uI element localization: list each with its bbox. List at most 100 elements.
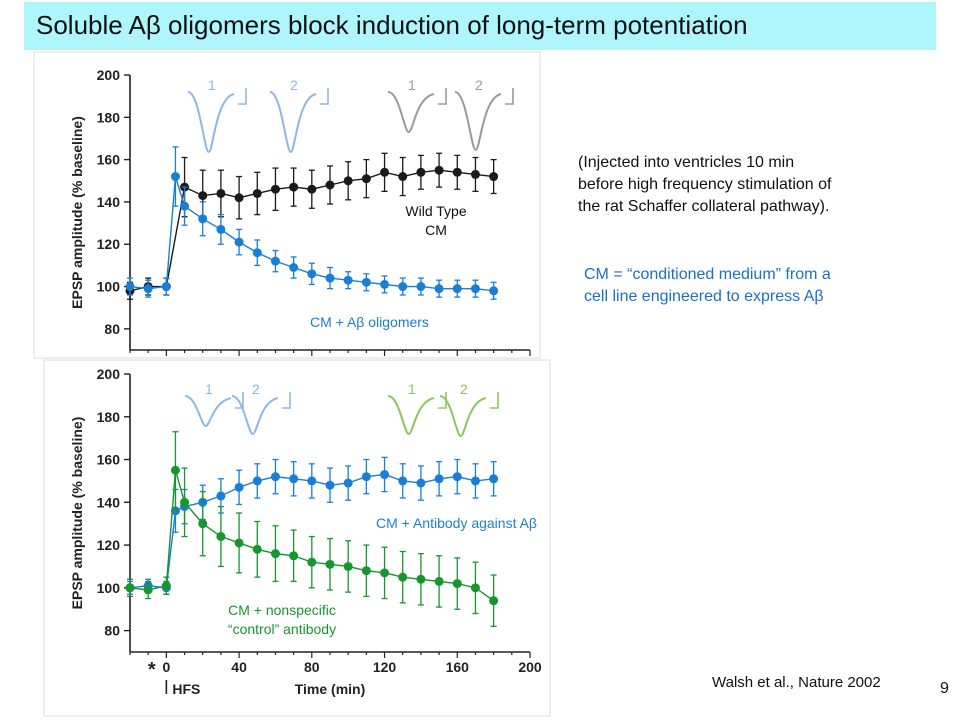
trace-label: 2: [290, 77, 298, 93]
data-point: [380, 470, 390, 480]
y-tick-label: 120: [97, 537, 121, 553]
data-point: [361, 277, 371, 287]
data-point: [216, 188, 226, 198]
data-point: [161, 581, 171, 591]
data-point: [216, 491, 226, 501]
trace-label: 1: [408, 381, 416, 397]
data-point: [289, 551, 299, 561]
injection-note: (Injected into ventricles 10 min before …: [578, 152, 831, 218]
data-point: [489, 596, 499, 606]
data-point: [270, 184, 280, 194]
y-tick-label: 100: [97, 279, 121, 295]
data-point: [489, 172, 499, 182]
data-point: [270, 472, 280, 482]
y-tick-label: 180: [97, 409, 121, 425]
data-point: [470, 284, 480, 294]
series-label: “control” antibody: [228, 621, 336, 637]
cm-definition-line-1: CM = “conditioned medium” from a: [584, 266, 831, 283]
data-point: [325, 180, 335, 190]
star-marker: *: [148, 659, 156, 681]
x-tick-label: 0: [162, 659, 170, 675]
epsp-trace: [439, 395, 487, 438]
data-point: [289, 474, 299, 484]
x-tick-label: 120: [373, 659, 397, 675]
scale-bar: [320, 88, 329, 105]
x-tick-label: 160: [446, 659, 470, 675]
y-tick-label: 160: [97, 452, 121, 468]
data-point: [452, 167, 462, 177]
series-label: CM + Aβ oligomers: [310, 314, 429, 330]
data-point: [198, 519, 208, 529]
data-point: [398, 476, 408, 486]
data-point: [398, 282, 408, 292]
data-point: [343, 275, 353, 285]
scale-bar: [438, 392, 447, 409]
data-point: [125, 583, 135, 593]
data-point: [452, 579, 462, 589]
scale-bar: [282, 392, 291, 409]
data-point: [234, 193, 244, 203]
page-number: 9: [940, 680, 949, 697]
epsp-trace: [184, 395, 232, 428]
plot-frame: [43, 359, 551, 717]
scale-bar: [490, 392, 499, 409]
data-point: [180, 497, 190, 507]
data-point: [470, 476, 480, 486]
data-point: [489, 286, 499, 296]
series-label: CM + nonspecific: [228, 602, 336, 618]
y-axis-label: EPSP amplitude (% baseline): [69, 417, 85, 610]
data-point: [343, 478, 353, 488]
slide-title: Soluble Aβ oligomers block induction of …: [36, 10, 748, 40]
x-axis-label: Time (min): [295, 681, 366, 697]
ltp-plot-top: 80 100 120 140 160 180 200 EPSP amplitude (% ba…: [33, 51, 541, 359]
data-point: [470, 169, 480, 179]
data-point: [170, 172, 180, 182]
data-point: [289, 182, 299, 192]
scale-bar: [505, 88, 514, 105]
trace-label: 2: [460, 381, 468, 397]
series-line: [129, 473, 494, 589]
data-point: [361, 566, 371, 576]
hfs-label: HFS: [172, 681, 200, 697]
series-line: [129, 470, 495, 602]
x-tick-label: 200: [518, 659, 542, 675]
epsp-trace: [454, 91, 502, 152]
scale-bar: [438, 88, 447, 105]
epsp-trace: [187, 91, 235, 154]
series-label: CM + Antibody against Aβ: [376, 515, 537, 531]
epsp-trace: [269, 91, 317, 154]
y-tick-label: 80: [104, 623, 120, 639]
y-tick-label: 160: [97, 152, 121, 168]
data-point: [307, 476, 317, 486]
data-point: [198, 214, 208, 224]
y-tick-label: 200: [97, 366, 121, 382]
epsp-trace: [231, 395, 279, 436]
y-tick-label: 140: [97, 494, 121, 510]
scale-bar: [238, 88, 247, 105]
trace-label: 2: [475, 77, 483, 93]
data-point: [234, 538, 244, 548]
data-point: [416, 478, 426, 488]
series-label: Wild Type: [405, 203, 466, 219]
data-point: [380, 167, 390, 177]
data-point: [434, 284, 444, 294]
data-point: [343, 176, 353, 186]
trace-label: 1: [408, 77, 416, 93]
plot-frame: [33, 51, 541, 359]
data-point: [307, 184, 317, 194]
data-point: [198, 191, 208, 201]
trace-label: 2: [252, 381, 260, 397]
data-point: [361, 174, 371, 184]
series-line: [129, 176, 494, 292]
data-point: [380, 279, 390, 289]
data-point: [307, 557, 317, 567]
data-point: [143, 284, 153, 294]
data-point: [216, 224, 226, 234]
x-tick-label: 40: [231, 659, 247, 675]
data-point: [416, 167, 426, 177]
data-point: [234, 482, 244, 492]
data-point: [452, 472, 462, 482]
data-point: [434, 165, 444, 175]
injection-note-line-1: (Injected into ventricles 10 min: [578, 154, 795, 171]
data-point: [434, 474, 444, 484]
